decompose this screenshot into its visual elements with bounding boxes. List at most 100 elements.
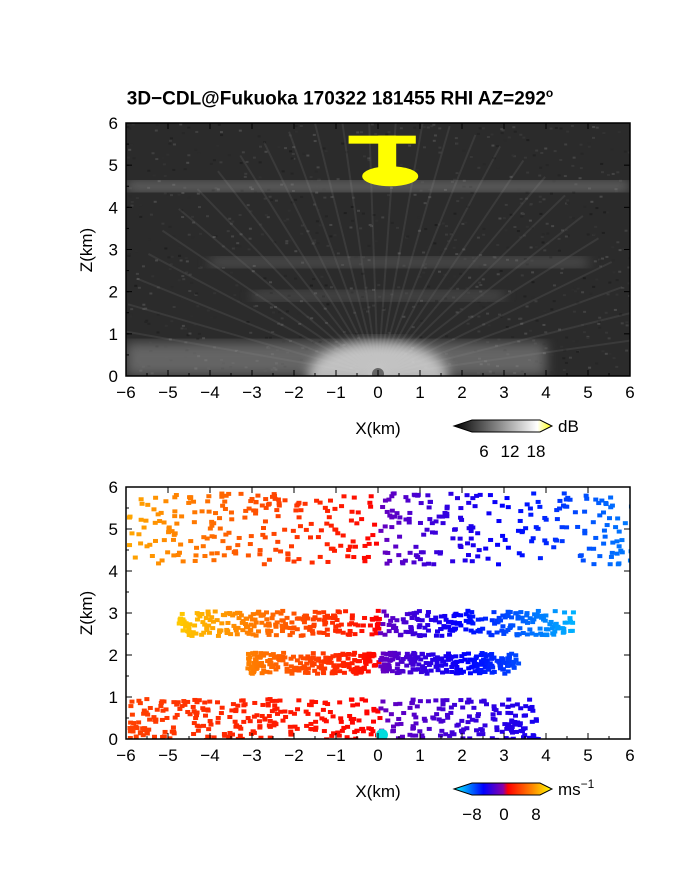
noise-speck: [525, 305, 529, 308]
velocity-pixel: [532, 612, 538, 617]
noise-speck: [534, 300, 538, 303]
noise-speck: [161, 222, 165, 225]
noise-speck: [327, 300, 331, 303]
noise-speck: [406, 266, 410, 269]
velocity-pixel: [457, 536, 463, 541]
noise-speck: [542, 198, 546, 201]
velocity-pixel: [246, 659, 252, 664]
velocity-pixel: [145, 502, 151, 507]
velocity-pixel: [375, 621, 381, 626]
velocity-pixel: [365, 536, 371, 541]
noise-speck: [298, 336, 302, 339]
noise-speck: [168, 338, 172, 341]
velocity-pixel: [413, 733, 419, 738]
velocity-pixel: [366, 726, 372, 731]
noise-speck: [482, 233, 486, 236]
velocity-pixel: [293, 508, 299, 513]
velocity-pixel: [511, 665, 517, 670]
noise-speck: [249, 331, 253, 334]
noise-speck: [320, 275, 324, 278]
noise-speck: [287, 209, 291, 212]
velocity-pixel: [434, 550, 440, 555]
noise-speck: [326, 244, 330, 247]
velocity-pixel: [204, 536, 210, 541]
noise-speck: [330, 196, 334, 199]
velocity-pixel: [422, 665, 428, 670]
velocity-pixel: [458, 515, 464, 520]
noise-speck: [587, 142, 591, 145]
velocity-pixel: [549, 626, 555, 631]
velocity-pixel: [193, 631, 199, 636]
velocity-pixel: [250, 729, 256, 734]
velocity-pixel: [250, 617, 256, 622]
noise-speck: [172, 338, 176, 341]
backscatter-x-tick-label: −2: [284, 383, 303, 402]
noise-speck: [453, 212, 457, 215]
noise-speck: [359, 227, 363, 230]
noise-speck: [162, 163, 166, 166]
velocity-pixel: [409, 701, 415, 706]
velocity-pixel: [433, 519, 439, 524]
velocity-pixel: [373, 631, 379, 636]
noise-speck: [179, 123, 183, 126]
velocity-pixel: [496, 562, 502, 567]
velocity-pixel: [215, 720, 221, 725]
velocity-pixel: [554, 517, 560, 522]
noise-speck: [592, 233, 596, 236]
noise-speck: [502, 217, 506, 220]
velocity-pixel: [516, 661, 522, 666]
noise-speck: [474, 341, 478, 344]
noise-speck: [169, 137, 173, 140]
velocity-pixel: [230, 613, 236, 618]
velocity-pixel: [431, 716, 437, 721]
velocity-pixel: [380, 504, 386, 509]
velocity-pixel: [264, 669, 270, 674]
velocity-pixel: [490, 712, 496, 717]
velocity-pixel: [209, 534, 215, 539]
velocity-pixel: [248, 670, 254, 675]
velocity-pixel: [408, 660, 414, 665]
noise-speck: [221, 245, 225, 248]
velocity-pixel: [399, 734, 405, 739]
velocity-pixel: [436, 717, 442, 722]
velocity-pixel: [430, 657, 436, 662]
velocity-pixel: [527, 697, 533, 702]
velocity-pixel: [158, 704, 164, 709]
velocity-pixel: [246, 662, 252, 667]
noise-speck: [452, 246, 456, 249]
noise-speck: [370, 225, 374, 228]
velocity-pixel: [408, 626, 414, 631]
velocity-pixel: [294, 627, 300, 632]
velocity-pixel: [170, 725, 176, 730]
velocity-x-tick-label: 0: [373, 746, 382, 765]
velocity-pixel: [131, 721, 137, 726]
velocity-pixel: [296, 668, 302, 673]
velocity-pixel: [434, 712, 440, 717]
velocity-pixel: [296, 557, 302, 562]
noise-speck: [531, 271, 535, 274]
noise-speck: [432, 139, 436, 142]
noise-speck: [165, 193, 169, 196]
velocity-pixel: [388, 618, 394, 623]
noise-speck: [377, 284, 381, 287]
velocity-pixel: [564, 504, 570, 509]
velocity-pixel: [222, 506, 228, 511]
velocity-pixel: [345, 662, 351, 667]
velocity-pixel: [208, 722, 214, 727]
velocity-pixel: [391, 724, 397, 729]
velocity-pixel: [582, 509, 588, 514]
velocity-x-tick-label: −4: [200, 746, 219, 765]
noise-speck: [229, 222, 233, 225]
noise-speck: [625, 349, 629, 352]
noise-speck: [169, 263, 173, 266]
velocity-pixel: [278, 709, 284, 714]
velocity-pixel: [516, 551, 522, 556]
noise-speck: [130, 143, 134, 146]
noise-speck: [466, 322, 470, 325]
velocity-pixel: [252, 617, 258, 622]
velocity-pixel: [366, 651, 372, 656]
velocity-pixel: [359, 697, 365, 702]
velocity-pixel: [260, 532, 266, 537]
noise-speck: [397, 286, 401, 289]
noise-speck: [152, 174, 156, 177]
